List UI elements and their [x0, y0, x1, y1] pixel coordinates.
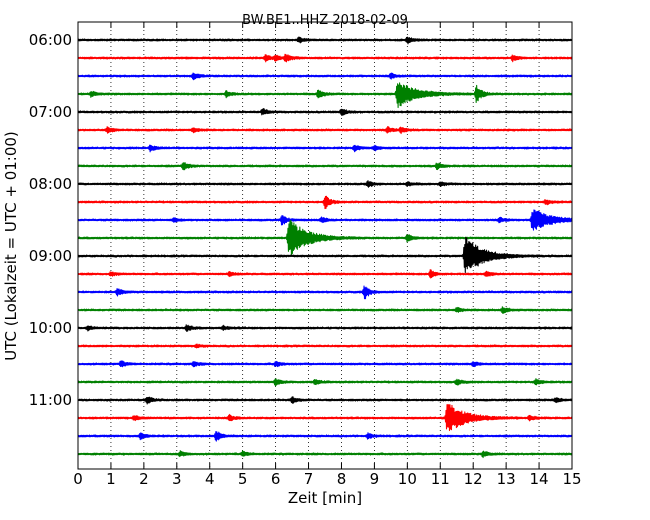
x-tick-label: 1: [106, 470, 116, 488]
seismogram-trace: [77, 404, 573, 432]
seismogram-trace: [77, 396, 573, 405]
x-tick-label: 6: [271, 470, 281, 488]
seismogram-trace: [77, 162, 573, 171]
x-tick-label: 9: [370, 470, 380, 488]
seismogram-trace: [77, 36, 573, 45]
x-tick-label: 11: [431, 470, 450, 488]
chart-title: BW.BE1..HHZ 2018-02-09: [242, 13, 408, 28]
seismogram-trace: [77, 236, 573, 274]
seismogram-trace: [77, 450, 573, 459]
x-axis-label: Zeit [min]: [288, 489, 362, 507]
x-tick-label: 14: [530, 470, 549, 488]
seismogram-trace: [77, 72, 573, 81]
x-tick-label: 12: [464, 470, 483, 488]
x-tick-label: 0: [73, 470, 83, 488]
seismogram-trace: [77, 306, 573, 314]
x-tick-label: 15: [562, 470, 581, 488]
seismogram-trace: [77, 180, 573, 188]
seismogram-trace: [77, 219, 573, 256]
x-tick-label: 13: [497, 470, 516, 488]
vertical-gridlines: [110, 22, 540, 469]
y-tick-label: 09:00: [29, 247, 72, 265]
y-axis-ticks: 06:00 07:00 08:00 09:00 10:00 11:00: [29, 31, 572, 409]
plot-frame: [77, 21, 573, 470]
x-tick-label: 7: [304, 470, 314, 488]
seismogram-trace: [77, 125, 573, 135]
x-tick-label: 2: [139, 470, 149, 488]
x-axis-ticks: 0 1 2 3 4 5 6 7 8 9 10 11 12 13 14 15: [73, 22, 582, 488]
seismogram-trace: [77, 285, 573, 300]
seismogram-trace: [77, 360, 573, 368]
seismogram-trace: [77, 269, 573, 279]
x-tick-label: 3: [172, 470, 182, 488]
y-axis-label: UTC (Lokalzeit = UTC + 01:00): [2, 131, 20, 361]
y-tick-label: 11:00: [29, 391, 72, 409]
seismogram-traces: [77, 36, 573, 459]
y-tick-label: 06:00: [29, 31, 72, 49]
seismogram-trace: [77, 378, 573, 387]
seismogram-trace: [77, 209, 573, 231]
y-tick-label: 10:00: [29, 319, 72, 337]
seismogram-trace: [77, 144, 573, 153]
x-tick-label: 10: [398, 470, 417, 488]
seismogram-trace: [77, 343, 573, 349]
x-tick-label: 8: [337, 470, 347, 488]
seismogram-trace: [77, 108, 573, 116]
seismogram-trace: [77, 82, 573, 109]
seismogram-trace: [77, 324, 573, 332]
y-tick-label: 07:00: [29, 103, 72, 121]
y-tick-label: 08:00: [29, 175, 72, 193]
seismogram-trace: [77, 195, 573, 210]
seismogram-trace: [77, 53, 573, 63]
seismogram-trace: [77, 431, 573, 442]
x-tick-label: 4: [205, 470, 215, 488]
x-tick-label: 5: [238, 470, 248, 488]
